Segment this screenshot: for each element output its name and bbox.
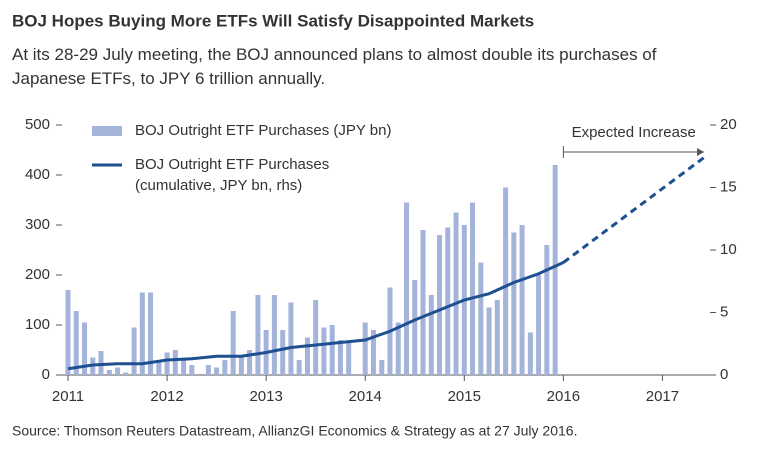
x-tick-label: 2017	[646, 388, 679, 405]
bar	[503, 187, 509, 375]
bar	[189, 365, 195, 375]
bar	[65, 290, 71, 375]
bar	[131, 327, 137, 375]
y-tick-label: 500	[25, 116, 50, 133]
bar	[453, 212, 459, 375]
x-tick-label: 2013	[249, 388, 282, 405]
y-tick-label: 200	[25, 266, 50, 283]
y-tick-label: 100	[25, 316, 50, 333]
bar	[247, 350, 253, 375]
y-tick-label: 300	[25, 216, 50, 233]
x-tick-label: 2011	[52, 388, 84, 405]
bar	[494, 300, 500, 375]
bar	[280, 330, 286, 375]
bar	[321, 327, 327, 375]
annotation-arrowhead	[697, 148, 705, 156]
bar	[552, 165, 558, 375]
y2-tick-label: 20	[720, 116, 737, 133]
line	[562, 156, 705, 264]
bar	[420, 230, 426, 375]
bar	[123, 372, 129, 375]
bar	[470, 202, 476, 375]
chart-title: BOJ Hopes Buying More ETFs Will Satisfy …	[12, 11, 534, 30]
bar	[230, 311, 236, 375]
x-tick-label: 2016	[547, 388, 580, 405]
bar	[544, 245, 550, 375]
bar	[437, 235, 443, 375]
bar	[115, 367, 121, 375]
x-tick-label: 2012	[150, 388, 183, 405]
bar	[181, 360, 187, 375]
bar	[288, 302, 294, 375]
bar	[304, 337, 310, 375]
bar	[379, 360, 385, 375]
bar	[214, 367, 220, 375]
bar	[412, 280, 418, 375]
bar	[313, 300, 319, 375]
bar	[527, 332, 533, 375]
bar	[511, 232, 517, 375]
bar	[346, 342, 352, 375]
bar	[404, 202, 410, 375]
bar	[428, 295, 434, 375]
legend-label: BOJ Outright ETF Purchases (cumulative, J…	[135, 156, 329, 194]
bar	[172, 350, 178, 375]
line	[67, 261, 564, 371]
y2-tick-label: 10	[720, 241, 737, 258]
bar	[222, 360, 228, 375]
chart-subtitle: At its 28-29 July meeting, the BOJ annou…	[12, 45, 657, 88]
bar	[271, 295, 277, 375]
y2-tick-label: 0	[720, 366, 728, 383]
bar	[164, 352, 170, 375]
y-tick-label: 400	[25, 166, 50, 183]
bar	[98, 351, 104, 375]
bar	[156, 360, 162, 375]
bar	[255, 295, 261, 375]
bar	[337, 340, 343, 375]
annotation: Expected Increase	[572, 124, 696, 141]
bar	[478, 262, 484, 375]
legend-label: BOJ Outright ETF Purchases (JPY bn)	[135, 122, 391, 139]
bar	[73, 311, 79, 375]
bar	[486, 307, 492, 375]
bar	[536, 275, 542, 375]
bar	[395, 322, 401, 375]
bar	[82, 322, 88, 375]
bar	[519, 225, 525, 375]
bar	[205, 365, 211, 375]
source: Source: Thomson Reuters Datastream, Alli…	[12, 423, 577, 439]
bar	[329, 325, 335, 375]
bar	[370, 330, 376, 375]
y2-tick-label: 15	[720, 178, 737, 195]
y2-tick-label: 5	[720, 303, 728, 320]
bar	[362, 322, 368, 375]
x-tick-label: 2015	[448, 388, 481, 405]
bar	[296, 360, 302, 375]
bar	[238, 355, 244, 375]
legend-swatch	[92, 126, 122, 136]
bar	[139, 292, 145, 375]
bar	[148, 292, 154, 375]
bar	[106, 370, 112, 375]
y-tick-label: 0	[42, 366, 50, 383]
x-tick-label: 2014	[349, 388, 382, 405]
bar	[445, 227, 451, 375]
